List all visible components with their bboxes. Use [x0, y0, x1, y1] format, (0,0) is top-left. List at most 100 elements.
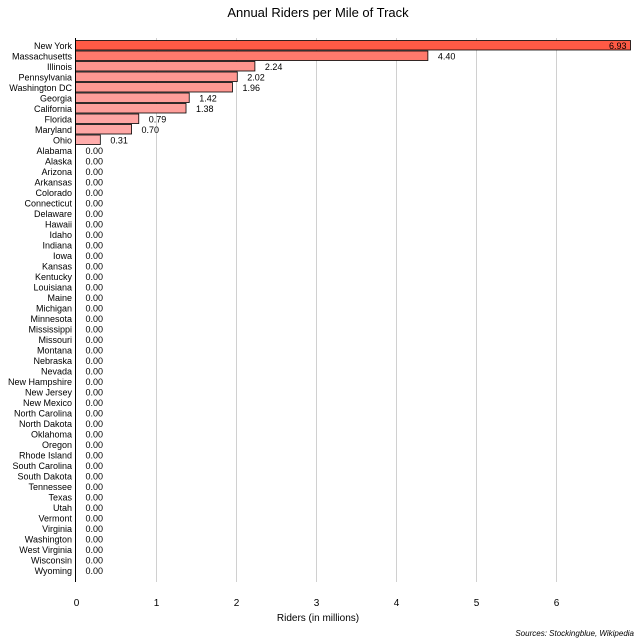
category-label: Kentucky	[35, 272, 73, 282]
x-tick-label: 5	[474, 598, 480, 609]
bar	[75, 92, 190, 103]
category-label: Idaho	[49, 230, 72, 240]
category-label: Washington DC	[9, 83, 72, 93]
x-tick-label: 3	[314, 598, 320, 609]
category-label: South Dakota	[17, 471, 72, 481]
value-label: 0.00	[86, 492, 104, 502]
category-label: Georgia	[40, 93, 72, 103]
category-label: Nevada	[41, 366, 72, 376]
category-label: New York	[34, 41, 73, 51]
category-label: Oklahoma	[31, 429, 72, 439]
category-label: Indiana	[42, 240, 72, 250]
bar	[75, 40, 631, 51]
value-label: 0.00	[86, 524, 104, 534]
value-label: 0.00	[86, 387, 104, 397]
category-label: Utah	[53, 503, 72, 513]
value-label: 0.00	[86, 398, 104, 408]
category-label: California	[34, 104, 72, 114]
category-label: Michigan	[36, 303, 72, 313]
value-label: 0.00	[86, 429, 104, 439]
category-label: Ohio	[53, 135, 72, 145]
source-note: Sources: Stockingblue, Wikipedia	[515, 629, 634, 638]
category-label: Vermont	[38, 513, 72, 523]
value-label: 1.38	[196, 104, 214, 114]
value-label: 0.00	[86, 482, 104, 492]
category-label: Oregon	[42, 440, 72, 450]
category-label: Montana	[37, 345, 72, 355]
value-label: 0.00	[86, 440, 104, 450]
bar	[75, 113, 140, 124]
value-label: 0.00	[86, 272, 104, 282]
bar	[75, 103, 187, 114]
category-label: Maine	[47, 293, 72, 303]
category-label: South Carolina	[12, 461, 72, 471]
chart-title: Annual Riders per Mile of Track	[227, 5, 409, 20]
value-label: 0.00	[86, 219, 104, 229]
category-label: New Jersey	[25, 387, 73, 397]
value-label: 0.00	[86, 230, 104, 240]
x-tick-label: 4	[394, 598, 400, 609]
value-label: 0.00	[86, 513, 104, 523]
value-label: 0.00	[86, 314, 104, 324]
value-label: 0.00	[86, 450, 104, 460]
category-label: Minnesota	[30, 314, 72, 324]
category-label: New Mexico	[23, 398, 72, 408]
value-label: 0.00	[86, 177, 104, 187]
category-labels: New YorkMassachusettsIllinoisPennsylvani…	[8, 41, 73, 576]
category-label: Tennessee	[28, 482, 72, 492]
category-label: Texas	[48, 492, 72, 502]
category-label: Virginia	[42, 524, 72, 534]
category-label: North Carolina	[14, 408, 72, 418]
value-label: 0.00	[86, 261, 104, 271]
category-label: Maryland	[35, 125, 72, 135]
value-label: 1.96	[242, 83, 260, 93]
bar	[75, 124, 132, 135]
value-label: 0.00	[86, 534, 104, 544]
value-label: 0.00	[86, 282, 104, 292]
bar	[75, 134, 101, 145]
value-label: 0.70	[142, 125, 160, 135]
value-label: 0.00	[86, 303, 104, 313]
x-tick-label: 0	[74, 598, 80, 609]
value-label: 0.00	[86, 198, 104, 208]
bar	[75, 61, 256, 72]
value-label: 0.00	[86, 419, 104, 429]
value-label: 0.00	[86, 471, 104, 481]
value-label: 0.00	[86, 555, 104, 565]
value-label: 0.00	[86, 345, 104, 355]
category-label: Florida	[44, 114, 72, 124]
value-label: 0.00	[86, 293, 104, 303]
value-label: 0.00	[86, 356, 104, 366]
value-label: 4.40	[438, 51, 456, 61]
value-label: 0.00	[86, 408, 104, 418]
category-label: Iowa	[53, 251, 72, 261]
value-label: 0.00	[86, 156, 104, 166]
value-label: 2.02	[247, 72, 265, 82]
value-label: 0.00	[86, 167, 104, 177]
value-label: 0.00	[86, 366, 104, 376]
value-label: 0.00	[86, 209, 104, 219]
value-label: 0.00	[86, 545, 104, 555]
category-label: Connecticut	[24, 198, 72, 208]
x-tick-label: 6	[554, 598, 560, 609]
bar	[75, 71, 238, 82]
category-label: Arkansas	[34, 177, 72, 187]
category-label: Delaware	[34, 209, 72, 219]
value-label: 0.00	[86, 240, 104, 250]
value-label: 0.00	[86, 461, 104, 471]
value-label: 0.00	[86, 377, 104, 387]
x-tick-labels: 0 1 2 3 4 5 6	[74, 598, 560, 609]
x-tick-label: 2	[234, 598, 240, 609]
category-label: West Virginia	[19, 545, 72, 555]
category-label: Wyoming	[35, 566, 72, 576]
bar	[75, 82, 233, 93]
value-label: 0.79	[149, 114, 167, 124]
category-label: Illinois	[47, 62, 73, 72]
category-label: Colorado	[35, 188, 72, 198]
value-label: 0.31	[110, 135, 128, 145]
value-label: 0.00	[86, 188, 104, 198]
value-label: 1.42	[199, 93, 217, 103]
gridlines	[156, 38, 557, 582]
value-label: 2.24	[265, 62, 283, 72]
